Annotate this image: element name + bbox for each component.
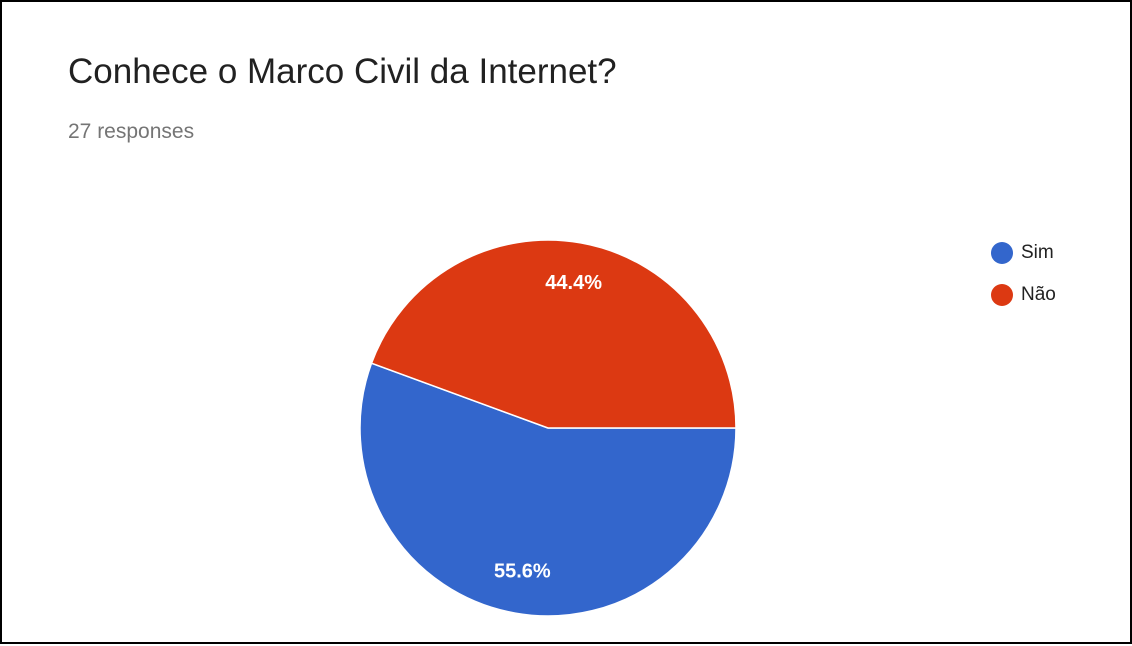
- pie-labels: 55.6% 44.4%: [494, 272, 602, 583]
- legend-swatch-icon: [991, 241, 1013, 264]
- legend-label: Sim: [1021, 241, 1054, 263]
- pie-slice-não[interactable]: [370, 239, 737, 429]
- response-count: 27 responses: [68, 120, 195, 143]
- legend-item-sim[interactable]: Sim: [991, 239, 1056, 266]
- legend-item-não[interactable]: Não: [991, 281, 1056, 308]
- legend-swatch-icon: [991, 283, 1013, 306]
- chart-legend: Sim Não: [991, 239, 1056, 323]
- legend-label: Não: [1021, 283, 1056, 305]
- chart-title: Conhece o Marco Civil da Internet?: [68, 52, 617, 91]
- pie-slice-sim[interactable]: [359, 362, 737, 617]
- pie-slices: [359, 239, 737, 617]
- slice-label-não: 44.4%: [545, 272, 602, 294]
- slice-label-sim: 55.6%: [494, 561, 551, 583]
